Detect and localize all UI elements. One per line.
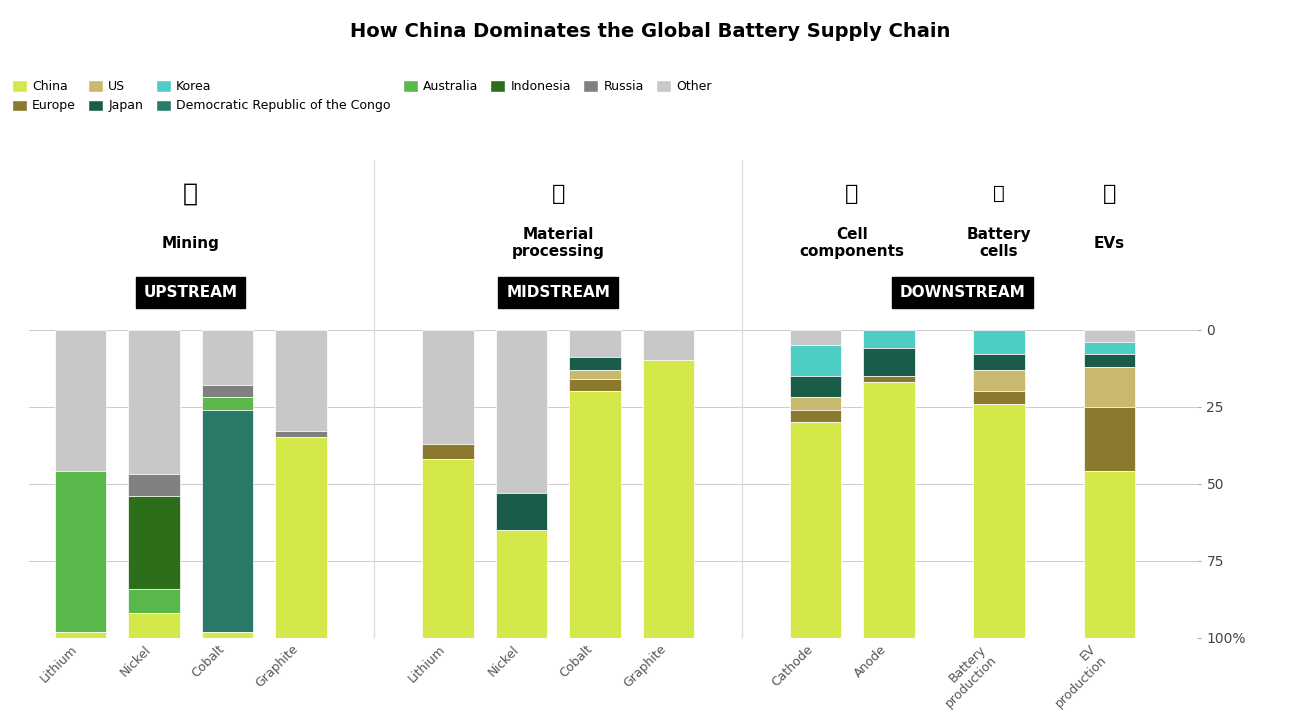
Text: DOWNSTREAM: DOWNSTREAM — [900, 285, 1026, 300]
Bar — [276, 431, 326, 437]
Text: 🏭: 🏭 — [551, 184, 564, 204]
Bar — [1084, 355, 1135, 367]
Bar — [129, 474, 179, 496]
Bar — [789, 330, 841, 345]
Bar — [276, 437, 326, 638]
Bar — [129, 496, 179, 589]
Bar — [202, 410, 254, 631]
Bar — [276, 330, 326, 431]
Text: ⛏: ⛏ — [183, 182, 198, 206]
Bar — [974, 355, 1024, 370]
Bar — [129, 330, 179, 474]
Bar — [495, 493, 547, 530]
Bar — [1084, 330, 1135, 342]
Bar — [863, 348, 914, 376]
Bar — [974, 330, 1024, 355]
Text: 🔋: 🔋 — [993, 184, 1005, 204]
Text: Material
processing: Material processing — [512, 227, 604, 260]
Bar — [129, 613, 179, 638]
Text: How China Dominates the Global Battery Supply Chain: How China Dominates the Global Battery S… — [350, 22, 950, 41]
Bar — [495, 530, 547, 638]
Text: Mining: Mining — [161, 236, 220, 251]
Bar — [55, 330, 107, 471]
Text: EVs: EVs — [1093, 236, 1124, 251]
Text: 🚗: 🚗 — [1102, 184, 1115, 204]
Bar — [202, 385, 254, 397]
Bar — [569, 357, 620, 370]
Bar — [495, 330, 547, 493]
Bar — [55, 471, 107, 631]
Bar — [642, 330, 694, 360]
Bar — [1084, 342, 1135, 355]
Bar — [569, 330, 620, 357]
Bar — [974, 392, 1024, 404]
Bar — [202, 631, 254, 638]
Bar — [1084, 471, 1135, 638]
Bar — [789, 397, 841, 410]
Bar — [789, 376, 841, 397]
Bar — [789, 410, 841, 422]
Bar — [202, 330, 254, 385]
Text: 🔋: 🔋 — [845, 184, 859, 204]
Bar — [642, 360, 694, 638]
Bar — [55, 631, 107, 638]
Bar — [569, 392, 620, 638]
Bar — [129, 589, 179, 613]
Bar — [863, 376, 914, 382]
Text: MIDSTREAM: MIDSTREAM — [506, 285, 610, 300]
Legend: China, Europe, US, Japan, Korea, Democratic Republic of the Congo, Australia, In: China, Europe, US, Japan, Korea, Democra… — [12, 80, 712, 112]
Bar — [569, 370, 620, 379]
Text: UPSTREAM: UPSTREAM — [143, 285, 238, 300]
Text: Battery
cells: Battery cells — [967, 227, 1031, 260]
Text: Cell
components: Cell components — [800, 227, 905, 260]
Bar — [863, 330, 914, 348]
Bar — [422, 444, 473, 459]
Bar — [1084, 367, 1135, 407]
Bar — [789, 345, 841, 376]
Bar — [1084, 407, 1135, 471]
Bar — [422, 459, 473, 638]
Bar — [422, 330, 473, 444]
Bar — [974, 370, 1024, 392]
Bar — [789, 422, 841, 638]
Bar — [863, 382, 914, 638]
Bar — [569, 379, 620, 392]
Bar — [974, 404, 1024, 638]
Bar — [202, 397, 254, 410]
